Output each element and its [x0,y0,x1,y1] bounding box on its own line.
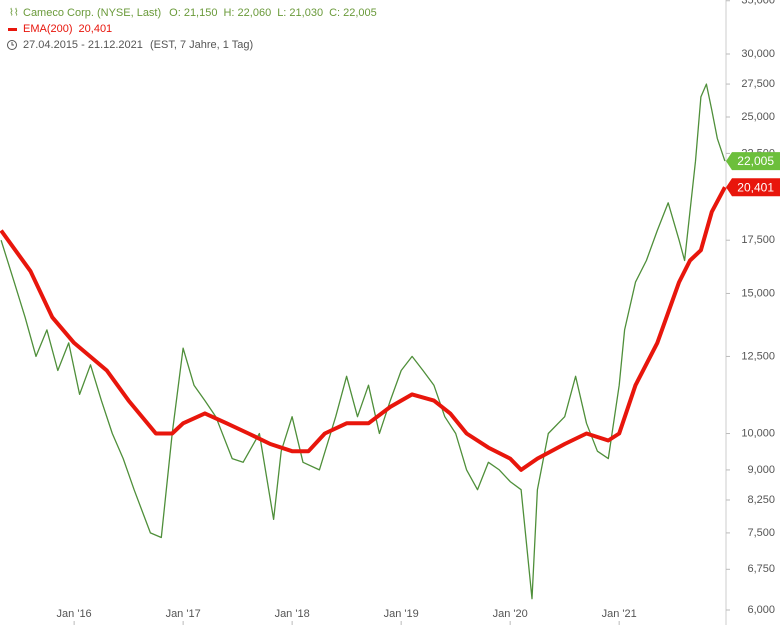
y-tick-label: 6,750 [747,563,775,575]
y-tick-label: 27,500 [741,78,775,90]
price-line [0,83,726,600]
legend-value: 20,401 [79,23,113,35]
ohlc-value: H: 22,060 [223,7,271,19]
legend-name: Cameco Corp. (NYSE, Last) [23,7,161,19]
date-range: 27.04.2015 - 21.12.2021 [23,39,143,51]
ema-icon [8,28,17,31]
clock-hands [11,42,14,46]
x-tick-label: Jan '21 [602,608,637,620]
price-icon: ⌇⌇ [9,8,19,19]
y-tick-label: 30,000 [741,48,775,60]
y-tick-label: 9,000 [747,464,775,476]
y-tick-label: 8,250 [747,494,775,506]
badge-label: 20,401 [737,180,774,194]
y-tick-label: 25,000 [741,111,775,123]
y-tick-label: 6,000 [747,604,775,616]
y-tick-label: 15,000 [741,287,775,299]
range-note: (EST, 7 Jahre, 1 Tag) [150,39,253,51]
legend: ⌇⌇ Cameco Corp. (NYSE, Last) EMA(200) 27… [7,7,253,51]
y-tick-label: 35,000 [741,0,775,7]
end-badge: 22,005 [726,152,780,171]
ema-line [0,186,727,472]
clock-icon [7,40,17,50]
ohlc-value: O: 21,150 [169,7,217,19]
badge-shape [726,152,780,171]
legend-name: EMA(200) [23,23,73,35]
y-tick-label: 7,500 [747,527,775,539]
y-tick-label: 17,500 [741,234,775,246]
x-tick-label: Jan '20 [493,608,528,620]
x-tick-label: Jan '18 [275,608,310,620]
x-tick-label: Jan '19 [384,608,419,620]
ohlc-value: L: 21,030 [277,7,323,19]
ohlc-value: C: 22,005 [329,7,377,19]
y-tick-label: 12,500 [741,350,775,362]
x-tick-label: Jan '17 [166,608,201,620]
x-tick-label: Jan '16 [57,608,92,620]
end-badge: 20,401 [726,178,780,197]
badge-shape [726,178,780,197]
badge-label: 22,005 [737,154,774,168]
y-tick-label: 10,000 [741,427,775,439]
